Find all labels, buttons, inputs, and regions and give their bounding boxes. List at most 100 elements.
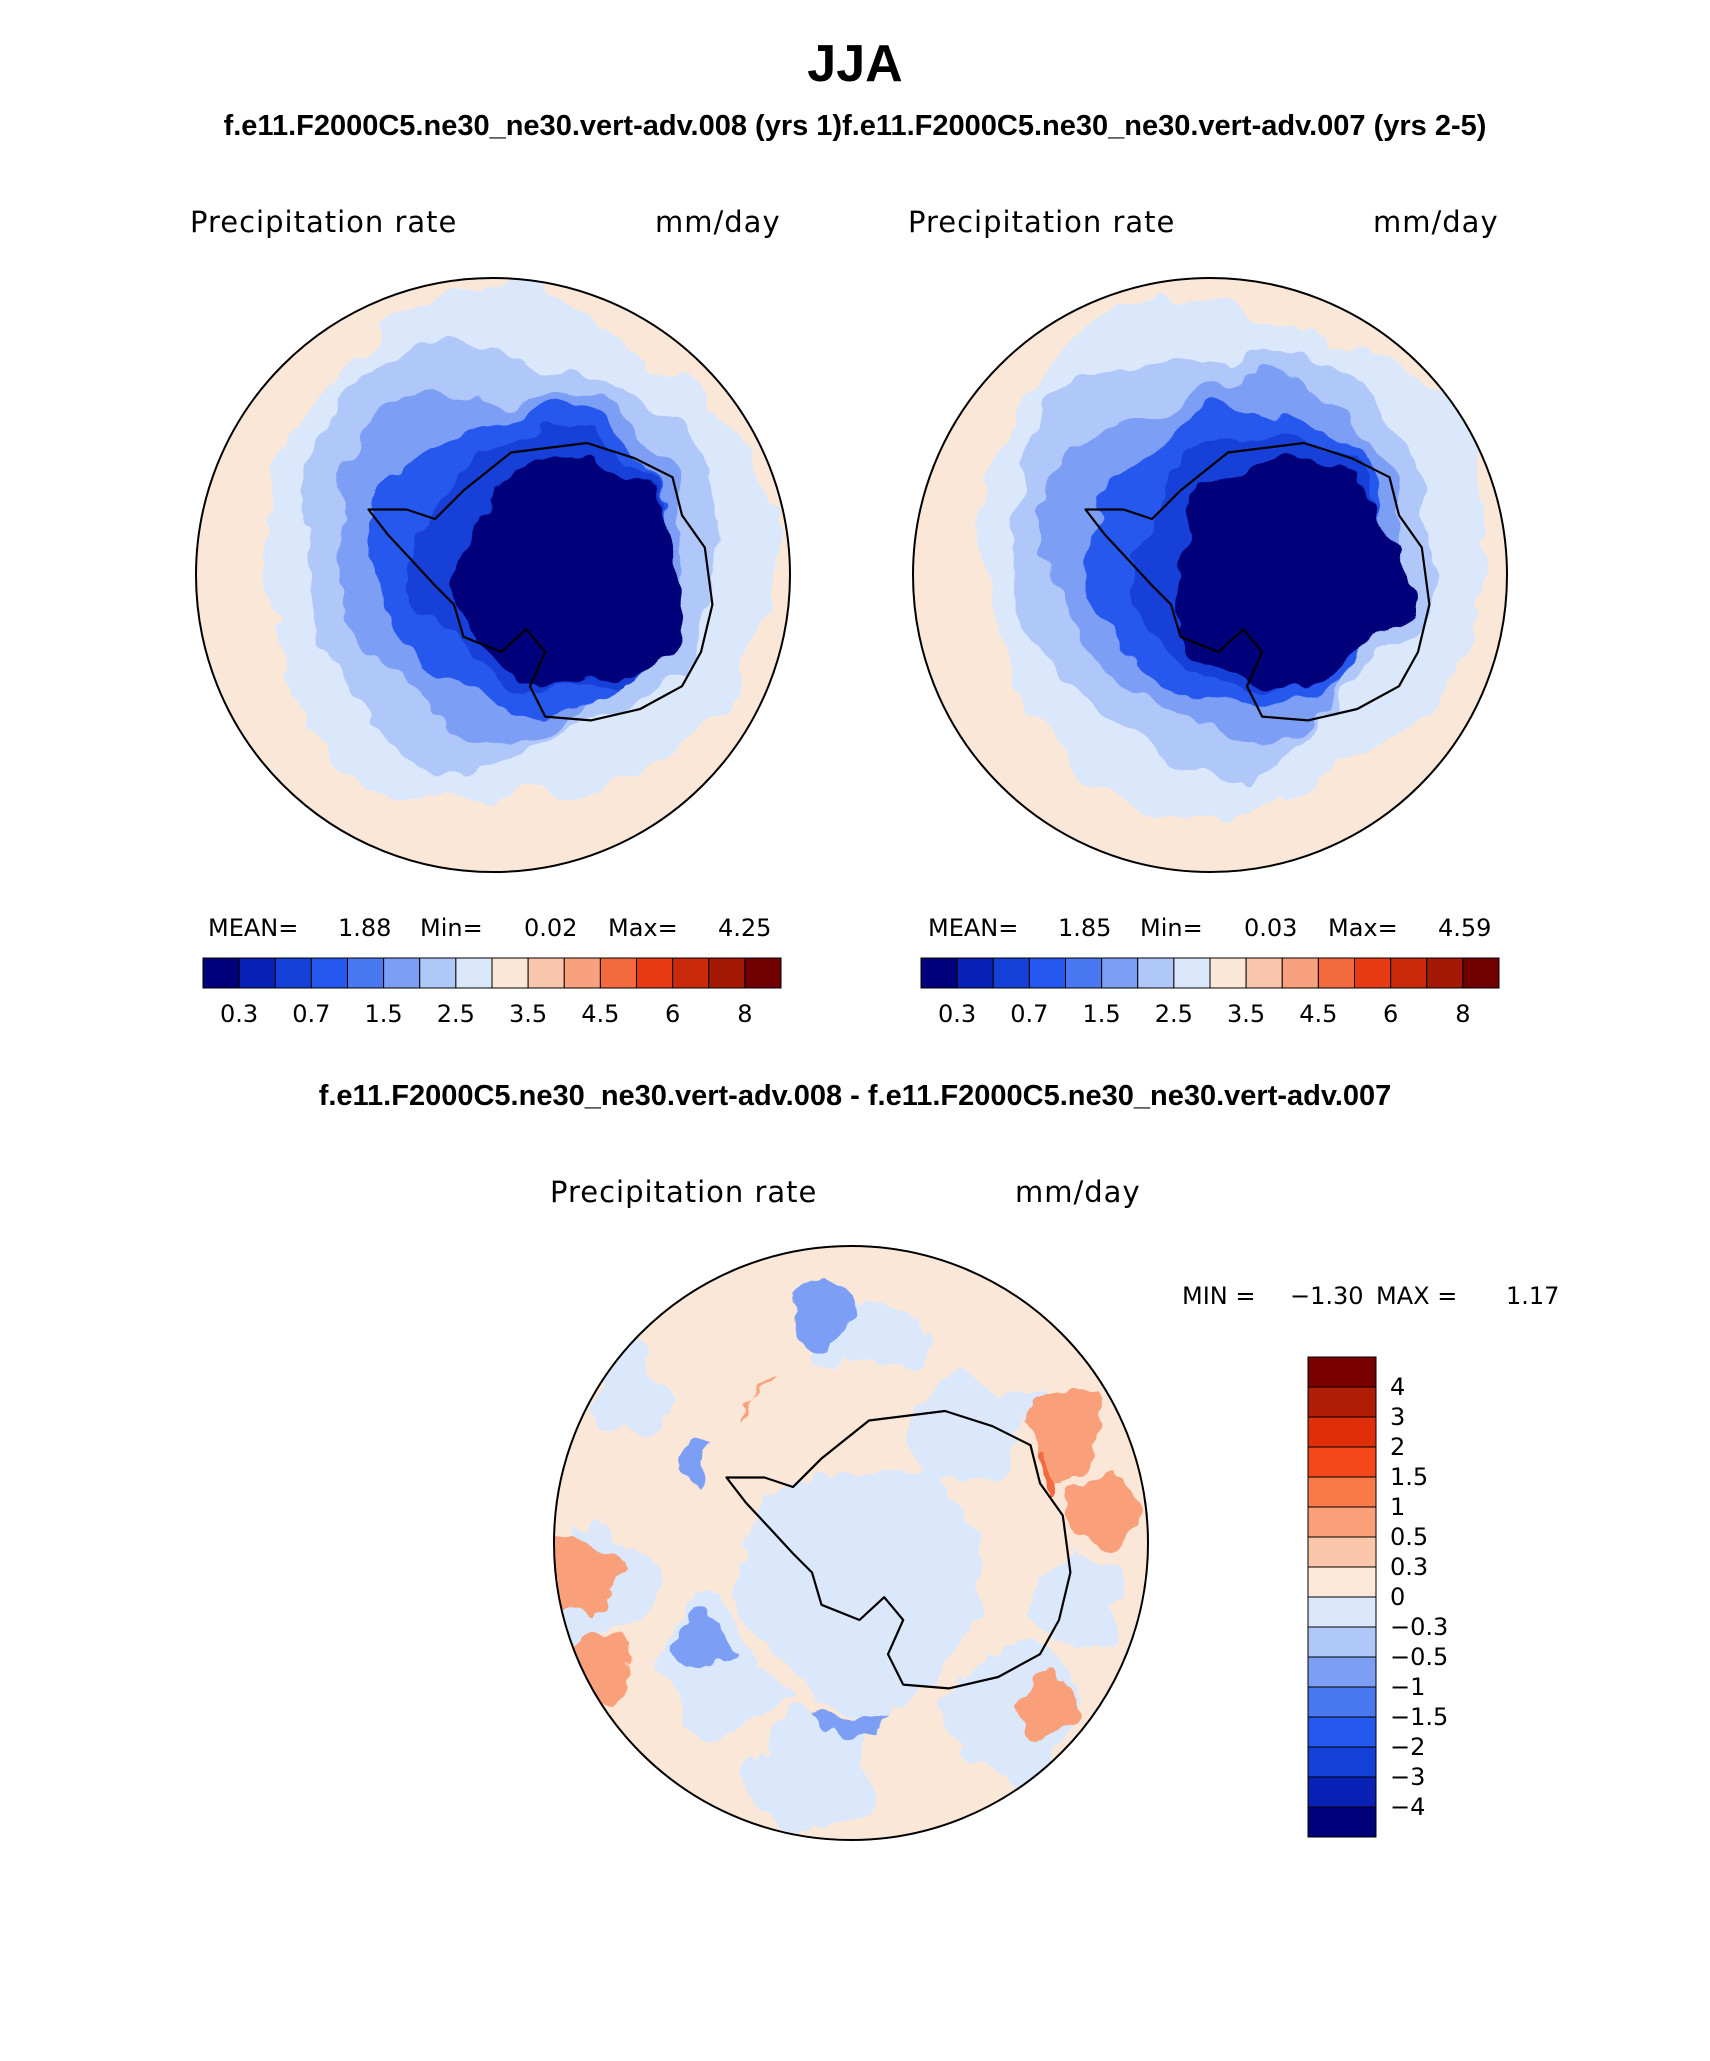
colorbar-box [1307,1806,1377,1838]
panel3-units: mm/day [1015,1175,1141,1209]
colorbar-box [599,957,637,989]
colorbar-box [1307,1566,1377,1598]
colorbar-box [1426,957,1464,989]
panel1-min: 0.02 [524,914,578,942]
colorbar-box [1307,1476,1377,1508]
colorbar-box [992,957,1030,989]
colorbar-tick-label: 0.3 [938,1000,976,1028]
colorbar-box [1307,1596,1377,1628]
colorbar-box [956,957,994,989]
colorbar-box [1390,957,1428,989]
colorbar-tick-label: −1 [1390,1673,1425,1701]
field-patch [1064,1473,1135,1553]
field-patch [788,1282,858,1348]
field-patch [1028,1553,1123,1648]
panel2-max-label: Max= [1328,914,1398,942]
colorbar-box [1101,957,1139,989]
colorbar-tick-label: 0.3 [220,1000,258,1028]
colorbar-tick-label: 3.5 [509,1000,547,1028]
field-contours [554,1282,1135,1831]
field-contours [266,285,778,803]
field-patch [674,1614,734,1673]
colorbar-box [1209,957,1247,989]
field-interior [735,1470,976,1714]
colorbar-box [238,957,276,989]
panel2-min-label: Min= [1140,914,1203,942]
colorbar-tick-label: 0.3 [1390,1553,1428,1581]
colorbar-box [1307,1506,1377,1538]
top-subtitle: f.e11.F2000C5.ne30_ne30.vert-adv.008 (yr… [223,110,1487,142]
colorbar-tick-label: −0.5 [1390,1643,1448,1671]
colorbar-box [383,957,421,989]
colorbar-box [1137,957,1175,989]
coastline [725,1409,1072,1690]
field-patch [554,1530,628,1614]
colorbar-box [1307,1656,1377,1688]
colorbar-box [1307,1356,1377,1388]
colorbar-box [455,957,493,989]
map-panel-1 [196,278,790,872]
colorbar-box [1317,957,1355,989]
colorbar-box [1281,957,1319,989]
panel1-max: 4.25 [718,914,772,942]
field-interior [1177,458,1411,689]
colorbar-tick-label: 8 [737,1000,752,1028]
colorbar-tick-label: 4 [1390,1373,1405,1401]
map-border-2 [912,277,1508,873]
field-patch [1019,1668,1083,1734]
panel1-units: mm/day [655,205,781,239]
colorbar-box [347,957,385,989]
colorbar-tick-label: 3 [1390,1403,1405,1431]
coastline [1084,441,1431,722]
colorbar-tick-label: 6 [1383,1000,1398,1028]
colorbar-tick-label: 1.5 [1083,1000,1121,1028]
colorbar-tick-label: 2 [1390,1433,1405,1461]
map-panel-3 [554,1246,1148,1840]
colorbar-box [202,957,240,989]
main-title: JJA [807,35,903,93]
colorbar-box [1354,957,1392,989]
panel2-units: mm/day [1373,205,1499,239]
colorbar-tick-label: 4.5 [1299,1000,1337,1028]
field-interior [453,458,688,688]
panel2-max: 4.59 [1438,914,1492,942]
colorbar-tick-label: 0.7 [292,1000,330,1028]
colorbar-box [1307,1776,1377,1808]
colorbar-tick-label: 0.7 [1010,1000,1048,1028]
colorbar-box [672,957,710,989]
colorbar-box [419,957,457,989]
colorbar-box [1173,957,1211,989]
colorbar-tick-label: 8 [1455,1000,1470,1028]
colorbar-box [1245,957,1283,989]
panel1-mean-label: MEAN= [208,914,299,942]
panel2-mean-label: MEAN= [928,914,1019,942]
colorbar-box [920,957,958,989]
colorbar-tick-label: 0.5 [1390,1523,1428,1551]
colorbar-box [527,957,565,989]
map-border-3 [553,1245,1149,1841]
field-patch [1012,1389,1103,1486]
panel3-title: Precipitation rate [550,1175,818,1209]
colorbar-box [1307,1626,1377,1658]
field-interior-n [903,1370,1014,1486]
panel3-min-label: MIN = [1182,1282,1256,1310]
colorbar-tick-label: 3.5 [1227,1000,1265,1028]
colorbar-box [1307,1416,1377,1448]
colorbar-box [1307,1386,1377,1418]
panel2-min: 0.03 [1244,914,1298,942]
colorbar-box [1307,1536,1377,1568]
colorbar-tick-label: −1.5 [1390,1703,1448,1731]
colorbar-box [310,957,348,989]
colorbar-box [491,957,529,989]
colorbar-box [563,957,601,989]
colorbar-box [1307,1446,1377,1478]
colorbar-box [744,957,782,989]
colorbar-box [1307,1716,1377,1748]
colorbar-tick-label: 2.5 [1155,1000,1193,1028]
panel1-max-label: Max= [608,914,678,942]
colorbar-tick-label: −3 [1390,1763,1425,1791]
colorbar-tick-label: 1.5 [365,1000,403,1028]
panel2-mean: 1.85 [1058,914,1112,942]
panel3-min: −1.30 [1290,1282,1364,1310]
